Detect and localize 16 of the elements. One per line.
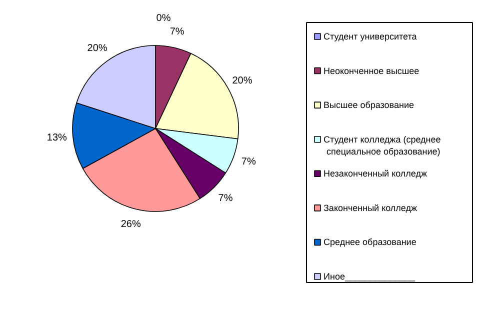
legend-label: Студент университета (324, 32, 417, 42)
data-label: 13% (46, 132, 68, 144)
data-label: 7% (218, 193, 233, 204)
legend-label: Среднее образование (324, 237, 416, 248)
data-label: 7% (170, 26, 184, 38)
legend-label: Иное______________ (324, 272, 416, 282)
legend-label: Незаконченный колледж (324, 168, 428, 179)
data-label: 20% (232, 75, 252, 86)
legend-label: Неоконченное высшее (324, 66, 420, 76)
legend-label: Законченный колледж (324, 202, 418, 213)
data-label: 20% (87, 42, 108, 54)
data-label: 26% (120, 218, 141, 230)
legend-label: Студент колледжа (среднее специальное образование) (324, 134, 441, 156)
text: 0% (156, 13, 171, 24)
legend-label: Высшее образование (324, 100, 414, 110)
data-label: 7% (241, 156, 256, 168)
